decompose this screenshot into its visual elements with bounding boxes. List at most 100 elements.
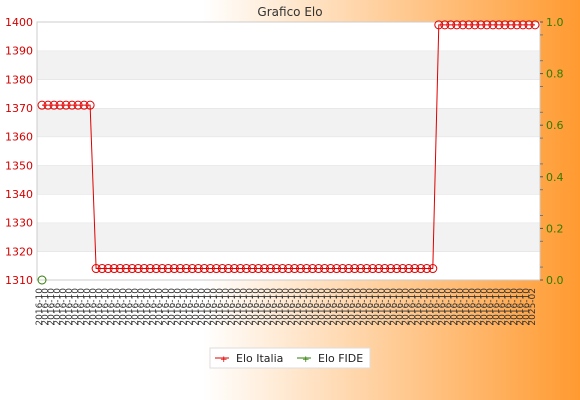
data-point-elo-italia: [175, 264, 185, 274]
right-tick-label: 0.4: [546, 171, 564, 184]
x-tick-label: 2016-10: [125, 288, 135, 326]
x-tick-label: 2016-10: [155, 288, 165, 326]
plot-band: [37, 251, 540, 280]
x-tick-label: 2016-10: [269, 288, 279, 326]
x-tick-label: 2016-10: [179, 288, 189, 326]
plot-band: [37, 79, 540, 108]
x-tick-label: 2016-10: [215, 288, 225, 326]
plot-frame: [36, 21, 541, 281]
x-tick-label: 2016-10: [71, 288, 81, 326]
data-point-elo-italia: [193, 264, 203, 274]
left-tick-label: 1360: [5, 131, 33, 144]
plot-band: [37, 108, 540, 137]
x-tick-label: 2016-10: [275, 288, 285, 326]
data-point-elo-italia: [470, 20, 480, 30]
data-point-elo-italia: [440, 20, 450, 30]
data-point-elo-italia: [229, 264, 239, 274]
plot-band: [37, 136, 540, 166]
data-point-elo-italia: [79, 100, 89, 110]
data-point-elo-italia: [530, 20, 540, 30]
data-point-elo-italia: [518, 20, 528, 30]
data-point-elo-italia: [67, 100, 77, 110]
left-tick-label: 1310: [5, 274, 33, 287]
x-tick-label: 2016-10: [348, 288, 358, 326]
x-tick-label: 2016-10: [306, 288, 316, 326]
data-point-elo-italia: [392, 264, 402, 274]
data-point-elo-italia: [55, 100, 65, 110]
data-point-elo-italia: [344, 264, 354, 274]
x-tick-label: 2016-10: [438, 288, 448, 326]
data-point-elo-italia: [524, 20, 534, 30]
data-point-elo-italia: [488, 20, 498, 30]
data-point-elo-italia: [356, 264, 366, 274]
left-tick-label: 1380: [5, 73, 33, 86]
data-point-elo-italia: [482, 20, 492, 30]
data-point-elo-italia: [374, 264, 384, 274]
x-tick-label: 2016-10: [161, 288, 171, 326]
data-point-elo-italia: [386, 264, 396, 274]
x-tick-label: 2016-10: [83, 288, 93, 326]
data-point-elo-italia: [97, 264, 107, 274]
x-tick-label: 2016-10: [294, 288, 304, 326]
data-point-elo-italia: [446, 20, 456, 30]
x-tick-label: 2016-10: [516, 288, 526, 326]
data-point-elo-italia: [265, 264, 275, 274]
data-point-elo-fide: [37, 275, 47, 285]
x-tick-label: 2016-10: [408, 288, 418, 326]
right-tick-label: 0.8: [546, 68, 564, 81]
data-point-elo-italia: [506, 20, 516, 30]
left-tick-label: 1320: [5, 245, 33, 258]
x-tick-label: 2016-10: [173, 288, 183, 326]
data-point-elo-italia: [271, 264, 281, 274]
x-tick-label: 2016-10: [282, 288, 292, 326]
x-tick-label: 2016-10: [414, 288, 424, 326]
data-point-elo-italia: [284, 264, 293, 274]
left-tick-label: 1400: [5, 16, 33, 29]
x-tick-label: 2016-10: [197, 288, 207, 326]
data-point-elo-italia: [326, 264, 336, 274]
x-tick-label: 2016-10: [372, 288, 382, 326]
data-point-elo-italia: [109, 264, 119, 274]
data-point-elo-italia: [362, 264, 372, 274]
x-tick-label: 2016-10: [456, 288, 466, 326]
data-point-elo-italia: [494, 20, 504, 30]
data-point-elo-italia: [163, 264, 173, 274]
legend-marker: +: [302, 355, 310, 365]
data-point-elo-italia: [259, 264, 269, 274]
x-tick-label: 2016-10: [354, 288, 364, 326]
data-point-elo-italia: [296, 264, 306, 274]
x-tick-label: 2016-10: [191, 288, 201, 326]
data-point-elo-italia: [398, 264, 408, 274]
data-point-elo-italia: [145, 264, 155, 274]
x-tick-label: 2016-10: [378, 288, 388, 326]
x-tick-label: 2016-10: [263, 288, 273, 326]
x-tick-label: 2016-10: [360, 288, 370, 326]
data-point-elo-italia: [404, 264, 414, 274]
plot-band: [37, 194, 540, 223]
data-point-elo-italia: [187, 264, 197, 274]
data-point-elo-italia: [253, 264, 263, 274]
data-point-elo-italia: [199, 264, 209, 274]
data-point-elo-italia: [103, 264, 113, 274]
data-point-elo-italia: [73, 100, 83, 110]
data-point-elo-italia: [422, 264, 432, 274]
data-point-elo-italia: [61, 100, 71, 110]
left-tick-label: 1370: [5, 102, 33, 115]
data-point-elo-italia: [368, 264, 378, 274]
data-point-elo-italia: [241, 264, 251, 274]
x-tick-label: 2016-10: [119, 288, 129, 326]
legend: + Elo Italia + Elo FIDE: [209, 347, 371, 369]
data-point-elo-italia: [85, 100, 95, 110]
data-point-elo-italia: [115, 264, 125, 274]
left-tick-label: 1350: [5, 159, 33, 172]
data-point-elo-italia: [338, 264, 348, 274]
x-tick-label: 2016-10: [89, 288, 99, 326]
x-tick-label: 2016-10: [113, 288, 123, 326]
x-tick-label: 2016-10: [474, 288, 484, 326]
x-axis: 2016-102016-102016-102016-102016-102016-…: [35, 288, 538, 326]
left-tick-label: 1340: [5, 188, 33, 201]
x-tick-label: 2016-10: [143, 288, 153, 326]
data-point-elo-italia: [133, 264, 143, 274]
x-tick-label: 2016-10: [137, 288, 147, 326]
right-tick-label: 0.0: [546, 274, 564, 287]
